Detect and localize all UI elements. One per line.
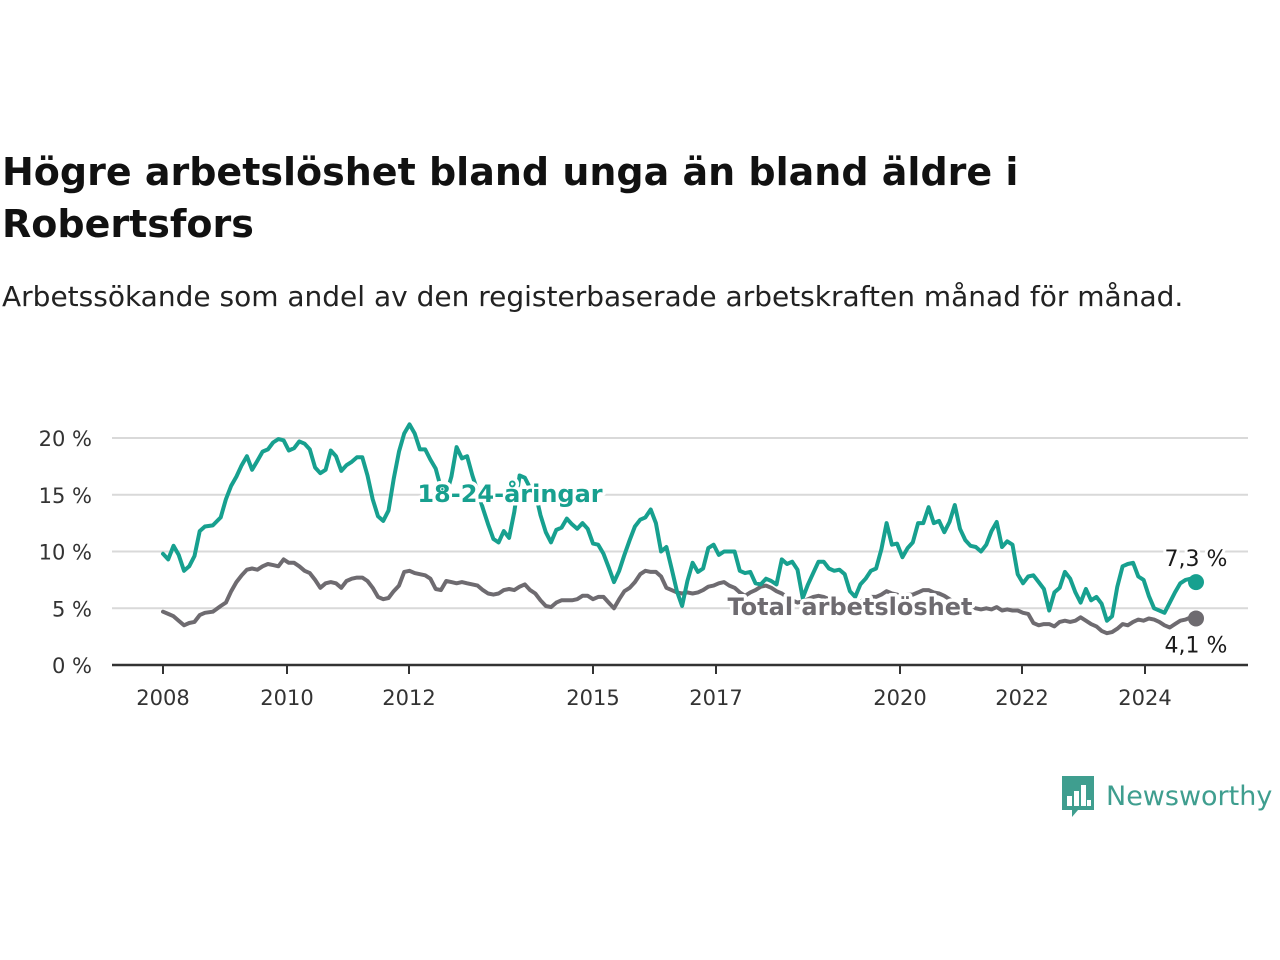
series-line-total-arbetsloshet [161,557,1198,636]
series-label-18-24-aringar: 18-24-åringar [417,479,602,508]
end-point-total-arbetsloshet [1188,610,1204,627]
x-tick-label-2017: 2017 [689,686,742,710]
series-line-18-24-aringar [161,422,1198,623]
y-tick-label-10: 10 % [39,541,92,565]
newsworthy-logo: Newsworthy [1060,774,1272,818]
y-tick-label-0: 0 % [52,654,92,678]
x-tick-label-2008: 2008 [136,686,189,710]
x-axis-ticks: 2008 2010 2012 2015 2017 2020 2022 2024 [112,663,1248,710]
gridlines [112,437,1248,610]
x-tick-label-2015: 2015 [566,686,619,710]
series-lines [161,422,1204,636]
brand-name: Newsworthy [1106,780,1273,812]
chart-subtitle: Arbetssökande som andel av den registerb… [2,280,1184,313]
y-tick-label-5: 5 % [52,597,92,621]
chart-title: Högre arbetslöshet bland unga än bland ä… [2,150,1019,246]
series-labels: 18-24-åringar Total arbetslöshet 7,3 % 4,1 … [414,476,1231,662]
x-tick-label-2020: 2020 [873,686,926,710]
x-tick-label-2012: 2012 [382,686,435,710]
bar-chart-speech-bubble-icon [1062,776,1094,817]
series-label-total-arbetsloshet: Total arbetslöshet [727,593,972,621]
line-chart: 0 %5 %10 %15 %20 % 2008 2010 2012 2015 2017 2… [39,422,1248,710]
y-tick-label-15: 15 % [39,484,92,508]
end-point-18-24-aringar [1188,574,1204,591]
x-tick-label-2022: 2022 [995,686,1048,710]
end-value-label-total-arbetsloshet: 4,1 % [1165,633,1228,658]
y-tick-label-20: 20 % [39,427,92,451]
x-tick-label-2024: 2024 [1118,686,1171,710]
y-axis-ticks: 0 % 5 % 10 % 15 % 20 % [39,427,92,678]
end-value-label-18-24-aringar: 7,3 % [1165,547,1228,572]
x-tick-label-2010: 2010 [260,686,313,710]
